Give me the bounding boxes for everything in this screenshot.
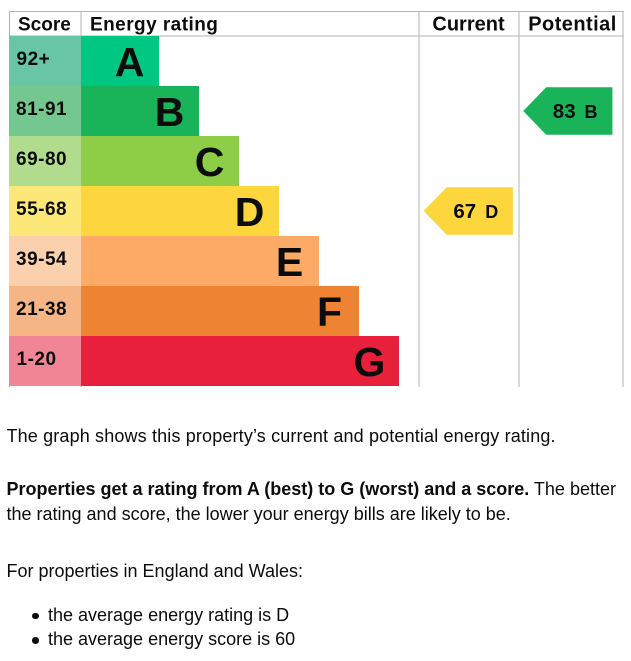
svg-text:G: G xyxy=(353,339,385,385)
svg-text:92+: 92+ xyxy=(16,49,50,70)
svg-text:Potential: Potential xyxy=(528,13,617,35)
svg-text:A: A xyxy=(114,39,144,85)
svg-text:81-91: 81-91 xyxy=(16,99,67,120)
svg-text:C: C xyxy=(194,139,224,185)
svg-text:55-68: 55-68 xyxy=(16,199,67,220)
svg-text:83: 83 xyxy=(552,99,575,122)
svg-text:Energy rating: Energy rating xyxy=(90,14,218,35)
svg-text:21-38: 21-38 xyxy=(16,299,67,320)
svg-text:69-80: 69-80 xyxy=(16,149,67,170)
svg-text:Score: Score xyxy=(18,14,71,35)
svg-text:39-54: 39-54 xyxy=(16,249,67,270)
svg-text:1-20: 1-20 xyxy=(16,349,56,370)
svg-text:Current: Current xyxy=(432,13,505,35)
svg-text:F: F xyxy=(316,289,341,335)
svg-text:D: D xyxy=(485,201,498,221)
svg-text:D: D xyxy=(234,189,264,235)
svg-text:67: 67 xyxy=(453,199,476,222)
svg-text:B: B xyxy=(154,89,184,135)
svg-text:B: B xyxy=(584,101,597,121)
svg-text:E: E xyxy=(275,239,302,285)
